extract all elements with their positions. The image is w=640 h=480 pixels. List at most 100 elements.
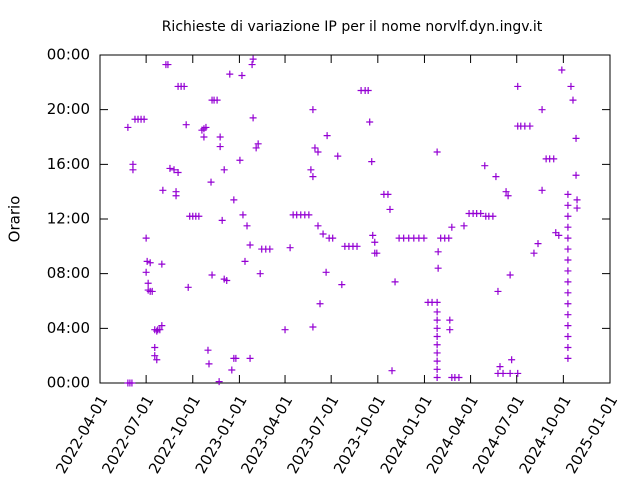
point <box>496 363 504 371</box>
point <box>200 133 208 141</box>
point <box>489 212 497 220</box>
point <box>481 162 489 170</box>
point <box>477 210 485 218</box>
point <box>218 216 226 224</box>
point <box>433 349 441 357</box>
point <box>316 300 324 308</box>
point <box>564 300 572 308</box>
point <box>455 374 463 382</box>
point <box>433 308 441 316</box>
point <box>128 379 136 387</box>
point <box>232 354 240 362</box>
point <box>564 256 572 264</box>
point <box>216 133 224 141</box>
point <box>184 283 192 291</box>
point <box>384 190 392 198</box>
point <box>256 270 264 278</box>
y-tick-label: 00:00 <box>47 374 90 392</box>
y-tick-label: 08:00 <box>47 264 90 282</box>
point <box>564 333 572 341</box>
y-tick-label: 20:00 <box>47 100 90 118</box>
point <box>172 192 180 200</box>
point <box>373 249 381 257</box>
point <box>252 144 260 152</box>
point <box>254 140 262 148</box>
point <box>369 231 377 239</box>
y-tick-label: 04:00 <box>47 319 90 337</box>
point <box>433 148 441 156</box>
point <box>558 66 566 74</box>
point <box>564 223 572 231</box>
point <box>573 196 581 204</box>
point <box>215 378 223 386</box>
point <box>502 188 510 196</box>
point <box>564 234 572 242</box>
point <box>564 289 572 297</box>
point <box>460 222 468 230</box>
point <box>249 55 257 63</box>
point <box>434 248 442 256</box>
point <box>506 271 514 279</box>
point <box>329 234 337 242</box>
point <box>243 222 251 230</box>
point <box>564 212 572 220</box>
point <box>249 114 257 122</box>
point <box>492 173 500 181</box>
point <box>228 366 236 374</box>
point <box>569 96 577 104</box>
point <box>564 322 572 330</box>
point <box>506 369 514 377</box>
point <box>286 244 294 252</box>
point <box>564 267 572 275</box>
point <box>223 277 231 284</box>
point <box>241 257 249 265</box>
y-tick-label: 12:00 <box>47 210 90 228</box>
point <box>564 354 572 362</box>
point <box>573 204 581 212</box>
point <box>309 106 317 114</box>
point <box>445 234 453 242</box>
point <box>386 205 394 213</box>
point <box>151 352 159 360</box>
point <box>371 238 379 246</box>
point <box>140 115 148 123</box>
point <box>307 166 315 174</box>
point <box>364 87 372 95</box>
point <box>550 155 558 163</box>
point <box>166 164 174 172</box>
point <box>129 166 137 174</box>
point <box>180 82 188 90</box>
point <box>433 333 441 341</box>
point <box>216 143 224 151</box>
point <box>205 360 213 368</box>
point <box>195 212 203 220</box>
point <box>281 326 289 334</box>
point <box>433 341 441 349</box>
point <box>555 231 563 239</box>
point <box>246 354 254 362</box>
point <box>508 356 516 364</box>
point <box>433 374 441 382</box>
point <box>309 173 317 181</box>
point <box>388 367 396 375</box>
point <box>220 166 228 174</box>
point <box>338 281 346 289</box>
point <box>323 132 331 140</box>
point <box>530 249 538 257</box>
point <box>391 278 399 286</box>
point <box>433 298 441 306</box>
point <box>236 156 244 164</box>
point <box>534 240 542 248</box>
point <box>148 287 156 295</box>
point <box>213 96 221 104</box>
point <box>151 343 159 351</box>
point <box>572 134 580 142</box>
point <box>153 327 161 335</box>
point <box>226 70 234 78</box>
point <box>143 257 151 265</box>
point <box>142 268 150 276</box>
point <box>246 241 254 249</box>
point <box>314 222 322 230</box>
